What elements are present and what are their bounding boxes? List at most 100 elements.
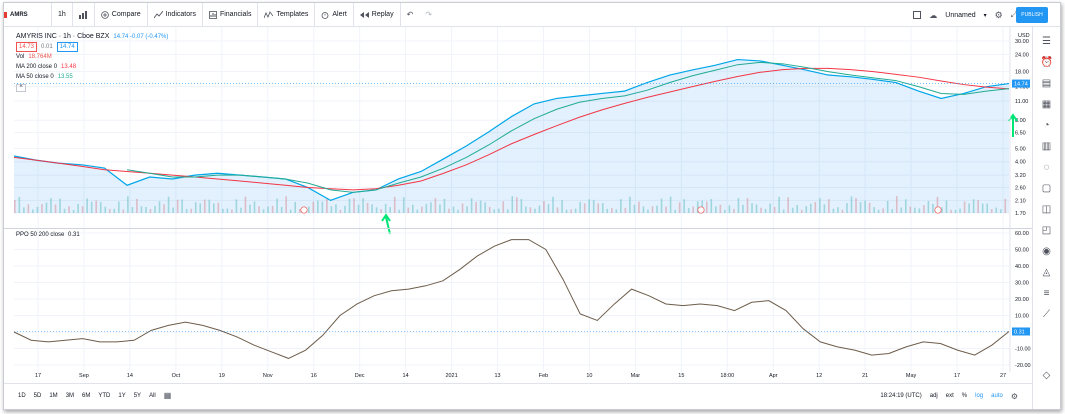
- range-5d[interactable]: 5D: [33, 392, 42, 399]
- hotlist-icon[interactable]: ◔: [1043, 120, 1050, 131]
- financials-icon: [209, 10, 217, 19]
- volume-bar: [176, 199, 179, 213]
- goto-date-icon[interactable]: ▦: [163, 391, 172, 400]
- ask-price[interactable]: 14.74: [56, 42, 78, 52]
- ext-toggle[interactable]: ext: [945, 393, 954, 399]
- percent-toggle[interactable]: %: [961, 393, 968, 399]
- volume-bar: [733, 208, 735, 213]
- plus-circle-icon: [100, 10, 109, 19]
- data-window-icon[interactable]: ▤: [1041, 78, 1052, 89]
- streams-icon[interactable]: ◫: [1041, 204, 1052, 215]
- calendar-icon[interactable]: ▥: [1041, 141, 1052, 152]
- volume-bar: [68, 206, 70, 213]
- cloud-icon[interactable]: ☁: [929, 10, 938, 20]
- scale-settings-gear-icon[interactable]: ⚙: [1010, 391, 1018, 401]
- range-3m[interactable]: 3M: [65, 392, 75, 399]
- volume-bar: [113, 208, 116, 213]
- range-5y[interactable]: 5Y: [133, 392, 142, 399]
- publish-button[interactable]: PUBLISH: [1016, 7, 1048, 23]
- volume-bar: [715, 206, 717, 213]
- volume-bar: [122, 209, 125, 213]
- volume-bar: [864, 200, 866, 213]
- layout-square-icon[interactable]: [913, 11, 922, 19]
- bid-price[interactable]: 14.73: [16, 42, 38, 52]
- range-1d[interactable]: 1D: [18, 392, 26, 399]
- settings-gear-icon[interactable]: ⚙: [994, 9, 1003, 20]
- pane-divider[interactable]: [4, 228, 1032, 229]
- help-icon[interactable]: ◇: [1042, 370, 1051, 381]
- range-6m[interactable]: 6M: [82, 392, 91, 399]
- auto-toggle[interactable]: auto: [991, 393, 1003, 399]
- legend-collapse-button[interactable]: ^: [16, 84, 26, 92]
- volume-bar: [972, 199, 975, 213]
- right-sidebar: ☰ ⏰ ▤ ▦ ◔ ▥ ◌ ▢ ◫ ◰ ◉ ◬ ≡ ⟋ ◇: [1032, 27, 1060, 409]
- volume-bar: [923, 205, 925, 213]
- volume-bar: [136, 198, 138, 213]
- dom-icon[interactable]: ⟋: [1043, 309, 1050, 320]
- order-panel-icon[interactable]: ≡: [1043, 288, 1050, 299]
- log-toggle[interactable]: log: [975, 393, 984, 399]
- ideas-lightbulb-icon[interactable]: ◌: [1043, 162, 1050, 173]
- volume-bar: [583, 203, 586, 213]
- volume-bar: [606, 208, 609, 213]
- compare-button[interactable]: Compare: [95, 3, 148, 27]
- volume-bar: [289, 209, 292, 213]
- replay-label: Replay: [371, 11, 394, 18]
- chart-area[interactable]: 17 Sep 14 Oct 19 Nov 16 Dec 14 2021 13 Feb 10 Mar 15 18…: [4, 27, 1032, 382]
- y-tick-label: 8.00: [1015, 118, 1026, 124]
- volume-bar: [240, 207, 242, 213]
- templates-button[interactable]: Templates: [258, 3, 316, 27]
- volume-bar: [696, 201, 699, 213]
- range-ytd[interactable]: YTD: [98, 392, 111, 399]
- volume-bar: [683, 199, 685, 213]
- messages-icon[interactable]: ◰: [1041, 225, 1052, 236]
- broadcast-icon[interactable]: ◉: [1042, 246, 1051, 257]
- bar-chart-icon: [78, 10, 87, 19]
- symbol-search-button[interactable]: AMRS: [4, 3, 52, 27]
- alert-button[interactable]: Alert: [315, 3, 354, 27]
- adj-toggle[interactable]: adj: [929, 393, 938, 399]
- chevron-down-icon[interactable]: ▾: [983, 12, 987, 19]
- layout-name[interactable]: Unnamed: [945, 11, 976, 19]
- volume-bar: [72, 209, 75, 213]
- financials-button[interactable]: Financials: [203, 3, 259, 27]
- range-1y[interactable]: 1Y: [118, 392, 126, 399]
- chart-type-button[interactable]: [73, 3, 95, 27]
- x-tick-label: 21: [862, 373, 868, 379]
- volume-bar: [434, 198, 437, 213]
- watchlist-icon[interactable]: ☰: [1042, 36, 1051, 47]
- alarm-clock-icon[interactable]: ⏰: [1040, 57, 1053, 68]
- volume-bar: [990, 209, 993, 213]
- range-all[interactable]: All: [149, 392, 156, 399]
- undo-icon: ↶: [406, 10, 414, 19]
- toolbar-right: ☁ Unnamed ▾ ⚙ ⤢ ◙: [913, 3, 1030, 27]
- volume-bar: [981, 203, 984, 213]
- chat-icon[interactable]: ▢: [1041, 183, 1052, 194]
- clock-time[interactable]: 18:24:19 (UTC): [880, 393, 922, 399]
- volume-bar: [651, 206, 654, 213]
- interval-button[interactable]: 1h: [52, 3, 73, 27]
- volume-bar: [348, 198, 351, 213]
- volume-bar: [977, 200, 979, 213]
- range-1m[interactable]: 1M: [49, 392, 58, 399]
- volume-bar: [565, 209, 568, 213]
- x-tick-label: Dec: [355, 373, 365, 379]
- chart-svg[interactable]: 17 Sep 14 Oct 19 Nov 16 Dec 14 2021 13 Feb 10 Mar 15 18…: [4, 27, 1032, 382]
- news-icon[interactable]: ▦: [1041, 99, 1052, 110]
- undo-button[interactable]: ↶: [401, 3, 420, 27]
- volume-bar: [335, 204, 337, 213]
- replay-button[interactable]: Replay: [354, 3, 401, 27]
- redo-button[interactable]: ↷: [419, 3, 438, 27]
- volume-bar: [267, 206, 269, 213]
- indicators-button[interactable]: Indicators: [148, 3, 203, 27]
- volume-bar: [742, 204, 744, 213]
- volume-bar: [674, 209, 676, 213]
- notifications-bell-icon[interactable]: ◬: [1042, 267, 1051, 278]
- volume-bar: [665, 206, 667, 213]
- compare-label: Compare: [111, 11, 141, 18]
- ppo-label: PPO 50 200 close: [16, 232, 65, 238]
- volume-bar: [746, 198, 749, 213]
- volume-bar: [493, 209, 496, 213]
- fullscreen-icon[interactable]: ⤢: [1010, 10, 1018, 19]
- volume-bar: [167, 196, 170, 213]
